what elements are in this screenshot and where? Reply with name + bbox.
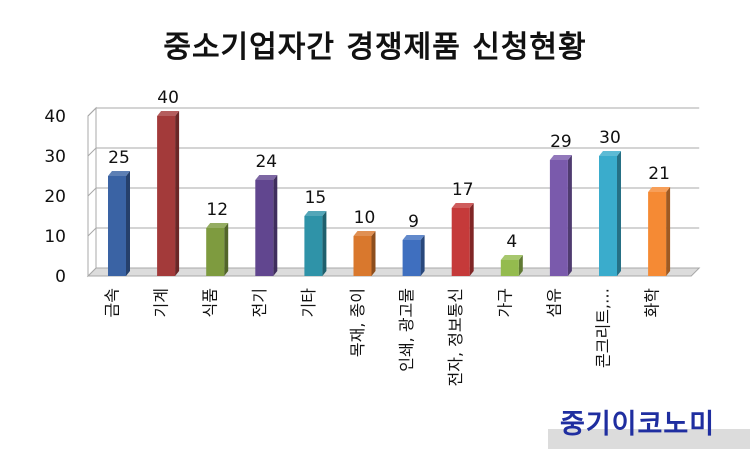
bar-side [666, 187, 671, 276]
data-label: 24 [255, 152, 277, 172]
bar-front [500, 260, 519, 276]
bar-top [157, 111, 180, 116]
bar [599, 151, 621, 276]
bar-front [549, 160, 568, 276]
y-gridlines [87, 107, 700, 237]
y-tick-label: 0 [55, 267, 66, 287]
y-axis-ticks: 0 10 20 30 40 [44, 107, 66, 287]
data-label: 40 [157, 88, 179, 108]
bar-side [322, 211, 327, 276]
chart-title: 중소기업자간 경쟁제품 신청현황 [163, 30, 587, 65]
bar-top [500, 255, 523, 260]
bar-side [126, 171, 130, 276]
bar-top [599, 151, 621, 156]
data-label: 17 [452, 180, 474, 200]
bars [108, 111, 671, 276]
bar [402, 235, 425, 276]
bar [255, 175, 278, 276]
bar [500, 255, 523, 276]
gridline [87, 187, 700, 197]
bar-top [451, 203, 474, 208]
bar-front [304, 216, 323, 276]
watermark-bar [548, 429, 750, 449]
bar-side [420, 235, 425, 276]
category-label: 전기 [250, 288, 269, 317]
bar [304, 211, 327, 276]
data-label: 21 [648, 164, 670, 184]
bar [549, 155, 572, 276]
y-tick-label: 20 [44, 187, 66, 207]
category-label: 콘크리트,… [594, 288, 613, 368]
data-label: 9 [408, 212, 419, 232]
gridline [87, 227, 700, 237]
bar-top [255, 175, 278, 180]
bar-front [157, 116, 176, 276]
category-label: 화학 [643, 288, 662, 318]
bar-side [567, 155, 572, 276]
bar [157, 111, 180, 276]
data-label: 15 [305, 188, 327, 208]
watermark-logo: 중기이코노미 [560, 409, 716, 440]
bar [451, 203, 474, 276]
y-tick-label: 30 [44, 147, 66, 167]
y-tick-label: 10 [44, 227, 66, 247]
bar-top [108, 171, 130, 176]
bar [648, 187, 671, 276]
bar-front [255, 180, 274, 276]
data-label: 30 [599, 128, 621, 148]
bar-top [353, 231, 376, 236]
bar-front [353, 236, 372, 276]
category-label: 기계 [152, 288, 171, 317]
data-labels: 25 40 12 24 15 10 9 17 4 29 30 21 [108, 88, 670, 252]
category-label: 가구 [495, 288, 514, 317]
data-label: 4 [506, 232, 517, 252]
bar-side [175, 111, 180, 276]
bar-side [273, 175, 278, 276]
category-label: 섬유 [544, 288, 563, 317]
bar-top [648, 187, 671, 192]
y-tick-label: 40 [44, 107, 66, 127]
bar-top [402, 235, 425, 240]
data-label: 12 [206, 200, 228, 220]
bar-front [402, 240, 421, 276]
gridline [87, 107, 700, 117]
bar-side [617, 151, 621, 276]
x-axis-categories: 금속 기계 식품 전기 기타 목재, 종이 인쇄, 광고물 전자, 정보통신 가구 섬유 콘크리트,… [103, 288, 662, 387]
bar-top [304, 211, 327, 216]
gridline [87, 147, 700, 157]
category-label: 기타 [299, 288, 318, 318]
category-label: 전자, 정보통신 [446, 288, 465, 387]
bar-top [549, 155, 572, 160]
bar [108, 171, 130, 276]
category-label: 인쇄, 광고물 [397, 288, 416, 372]
bar-side [469, 203, 474, 276]
bar-side [224, 223, 229, 276]
bar-front [648, 192, 667, 276]
data-label: 25 [108, 148, 130, 168]
bar-top [206, 223, 229, 228]
bar [206, 223, 229, 276]
category-label: 식품 [201, 288, 220, 317]
category-label: 금속 [103, 288, 122, 317]
bar-front [599, 156, 617, 276]
bar-side [518, 255, 523, 276]
bar-front [206, 228, 225, 276]
category-label: 목재, 종이 [348, 288, 367, 357]
data-label: 29 [550, 132, 572, 152]
bar-side [371, 231, 376, 276]
bar [353, 231, 376, 276]
bar-front [451, 208, 470, 276]
bar-front [108, 176, 126, 276]
data-label: 10 [354, 208, 376, 228]
